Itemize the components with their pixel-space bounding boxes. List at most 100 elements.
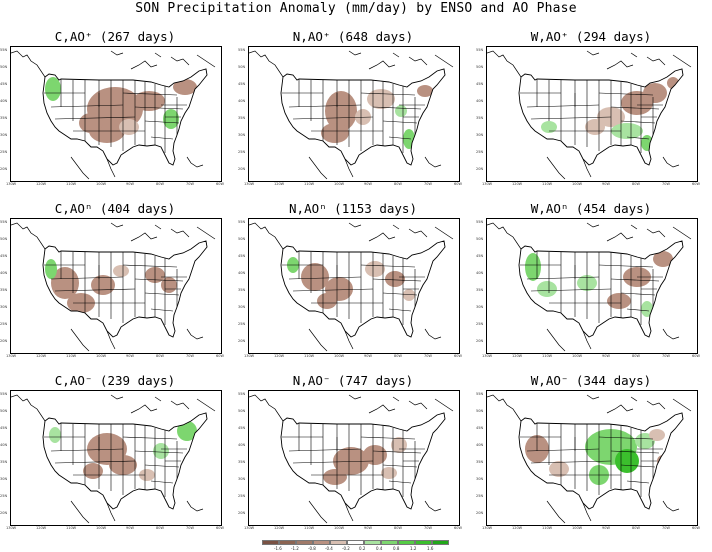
coastline [392, 224, 400, 230]
state-boundary [54, 116, 136, 120]
state-boundary [372, 278, 422, 282]
x-tick-label: 100W [96, 354, 107, 358]
x-tick-label: 130W [482, 182, 493, 186]
wet-anomaly-region [541, 121, 557, 133]
map-frame [248, 218, 460, 354]
x-tick-label: 90W [126, 182, 134, 186]
dry-anomaly-region [79, 113, 103, 133]
y-tick-label: 20N [476, 511, 484, 515]
colorbar-label: 1.6 [427, 546, 434, 551]
coastline [672, 398, 692, 412]
x-tick-label: 100W [334, 526, 345, 530]
x-tick-label: 100W [96, 526, 107, 530]
coastline [110, 394, 124, 400]
x-tick-labels: 130W 120W 110W 100W 90W 80W 70W 60W [6, 354, 228, 360]
coastline [11, 394, 46, 422]
panel-title: C,AO⁺ (267 days) [54, 29, 176, 44]
state-boundary [150, 480, 174, 484]
coastline [487, 222, 522, 250]
panel-title: N,AO⁻ (747 days) [292, 373, 414, 388]
wet-anomaly-region [611, 123, 643, 139]
dry-anomaly-region [119, 119, 139, 135]
x-tick-label: 60W [692, 526, 700, 530]
y-tick-label: 25N [0, 150, 8, 154]
panel-title: C,AO⁻ (239 days) [54, 373, 176, 388]
country-outline [280, 412, 446, 510]
y-tick-labels: 55N 50N 45N 40N 35N 30N 25N 20N [0, 44, 10, 184]
x-tick-labels: 130W 120W 110W 100W 90W 80W 70W 60W [482, 182, 704, 188]
state-boundary [122, 264, 178, 268]
y-tick-labels: 55N 50N 45N 40N 35N 30N 25N 20N [238, 388, 248, 528]
x-tick-label: 120W [36, 526, 47, 530]
y-tick-label: 55N [476, 392, 484, 396]
x-tick-label: 90W [126, 526, 134, 530]
x-tick-label: 100W [334, 182, 345, 186]
coastline [170, 228, 190, 238]
map-panel: C,AOⁿ (404 days) 130W 120W 110W 100W 90W 80W 70… [0, 202, 230, 364]
y-tick-label: 30N [476, 133, 484, 137]
x-tick-label: 80W [156, 182, 164, 186]
coastline [186, 500, 204, 512]
coastline [186, 328, 204, 340]
country-outline [280, 240, 446, 338]
map-frame [486, 46, 698, 182]
x-tick-label: 90W [602, 354, 610, 358]
wet-anomaly-region [525, 253, 541, 281]
coastline [582, 158, 592, 178]
state-boundary [382, 464, 418, 468]
state-boundary [610, 278, 660, 282]
coastline [586, 394, 600, 400]
anomaly-map [11, 50, 216, 180]
y-tick-label: 50N [238, 237, 246, 241]
y-tick-label: 20N [238, 511, 246, 515]
dry-anomaly-region [83, 463, 103, 479]
y-tick-label: 25N [476, 150, 484, 154]
coastline [249, 50, 284, 78]
panel-title: W,AOⁿ (454 days) [530, 201, 652, 216]
coastline [11, 222, 46, 250]
country-outline [42, 68, 208, 166]
wet-anomaly-region [49, 427, 61, 443]
state-boundary [50, 276, 124, 280]
dry-anomaly-region [365, 261, 385, 277]
state-boundary [292, 116, 374, 120]
anomaly-map [487, 50, 692, 180]
state-boundary [372, 450, 422, 454]
colorbar-swatch [313, 540, 330, 545]
colorbar-label: 0.8 [393, 546, 400, 551]
y-tick-label: 50N [238, 65, 246, 69]
coastline [582, 330, 592, 350]
state-boundary [288, 276, 362, 280]
state-boundary [526, 448, 600, 452]
x-tick-labels: 130W 120W 110W 100W 90W 80W 70W 60W [244, 354, 466, 360]
coastline [308, 156, 328, 180]
y-tick-label: 45N [238, 426, 246, 430]
x-tick-label: 130W [6, 182, 17, 186]
x-tick-labels: 130W 120W 110W 100W 90W 80W 70W 60W [482, 354, 704, 360]
colorbar-label: -1.2 [291, 546, 299, 551]
x-tick-labels: 130W 120W 110W 100W 90W 80W 70W 60W [6, 526, 228, 532]
state-boundary [372, 106, 422, 110]
state-boundary [122, 436, 178, 440]
coastline [154, 52, 162, 58]
x-tick-label: 80W [156, 354, 164, 358]
x-tick-label: 70W [662, 526, 670, 530]
coastline [672, 226, 692, 240]
map-frame [248, 46, 460, 182]
y-tick-label: 40N [476, 271, 484, 275]
colorbar-swatch [296, 540, 313, 545]
x-tick-label: 110W [542, 182, 553, 186]
x-tick-label: 90W [126, 354, 134, 358]
colorbar-label: -0.2 [342, 546, 350, 551]
state-boundary [382, 292, 418, 296]
x-tick-label: 120W [36, 354, 47, 358]
y-tick-labels: 55N 50N 45N 40N 35N 30N 25N 20N [238, 44, 248, 184]
state-boundary [122, 92, 178, 96]
y-tick-label: 20N [0, 339, 8, 343]
coastline [487, 50, 522, 78]
dry-anomaly-region [321, 123, 349, 143]
y-tick-label: 35N [476, 116, 484, 120]
colorbar-swatch [347, 540, 364, 545]
state-boundary [288, 448, 362, 452]
y-tick-label: 35N [0, 288, 8, 292]
